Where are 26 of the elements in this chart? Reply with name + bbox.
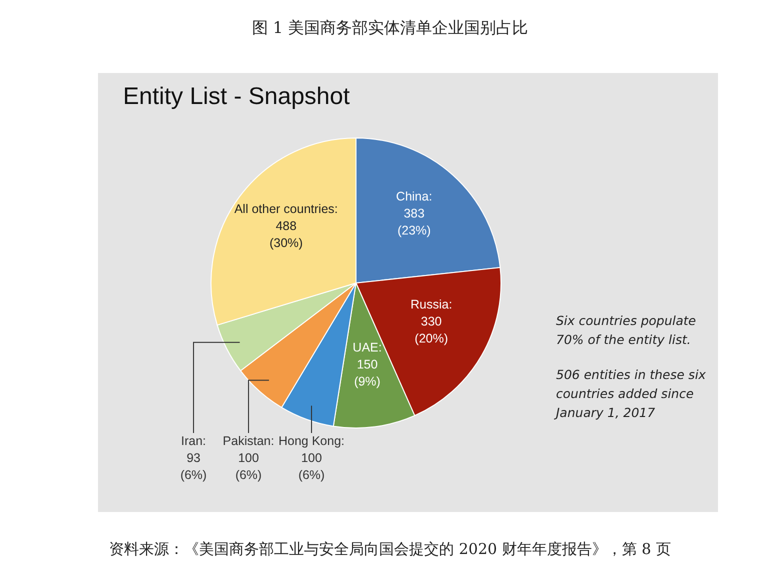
text: 100 (6%): [298, 451, 325, 482]
text: 488 (30%): [269, 219, 303, 250]
text: 330 (20%): [414, 314, 448, 346]
text: 506 entities in these six countries added since January 1, 2017: [556, 366, 706, 422]
slice-label: All other countries: [234, 202, 334, 216]
slice-label: Russia: [410, 298, 449, 312]
text: 383 (23%): [397, 206, 431, 238]
separator: :: [341, 434, 345, 448]
separator: :: [270, 434, 274, 448]
separator: :: [378, 340, 382, 354]
separator: :: [202, 434, 206, 448]
slice-label: Pakistan: [222, 434, 271, 448]
slice-label: Hong Kong: [278, 434, 342, 448]
slice-label: UAE: [352, 340, 378, 354]
chart-subtitle: Entity List - Snapshot: [123, 83, 350, 111]
separator: :: [334, 202, 338, 216]
slice-label: China: [396, 189, 429, 204]
separator: :: [448, 298, 452, 312]
text: 100 (6%): [235, 451, 262, 482]
separator: :: [428, 189, 432, 204]
text: Six countries populate 70% of the entity list.: [556, 312, 697, 349]
text: 150 (9%): [354, 357, 380, 388]
text: 资料来源：《美国商务部工业与安全局向国会提交的 2020 财年年度报告》，第 8 页: [108, 540, 672, 559]
slice-label: Iran: [181, 434, 203, 448]
chart-title: 图 1 美国商务部实体清单企业国别占比: [250, 18, 530, 39]
text: 93 (6%): [180, 451, 207, 482]
